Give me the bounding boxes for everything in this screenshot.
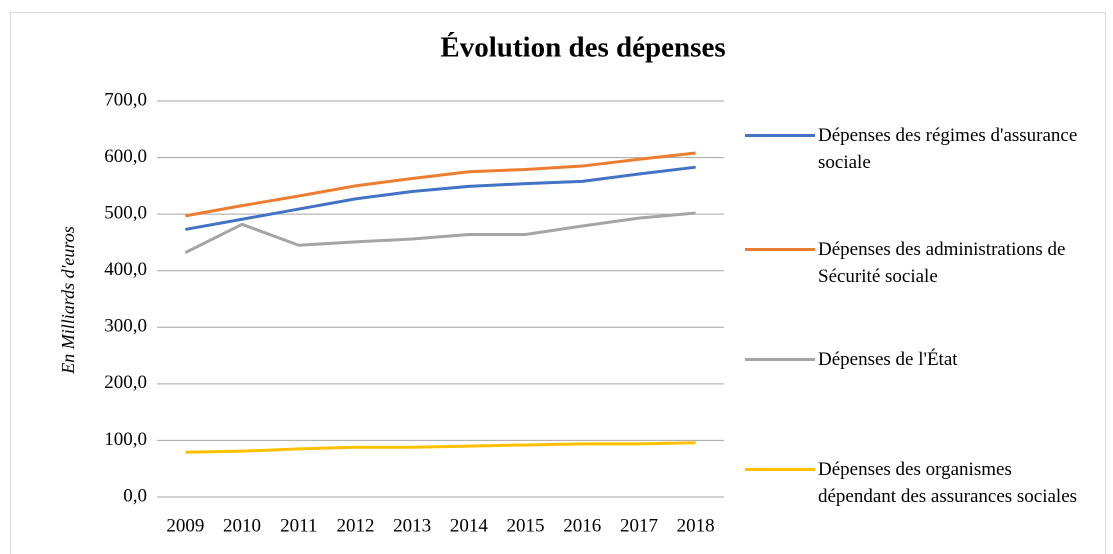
- x-tick-label: 2015: [507, 515, 545, 536]
- y-tick-label: 400,0: [104, 259, 147, 280]
- y-tick-label: 600,0: [104, 146, 147, 167]
- x-tick-label: 2010: [223, 515, 261, 536]
- legend-item: Dépenses des organismes dépendant des as…: [745, 456, 1086, 510]
- series-line: [185, 151, 696, 218]
- chart-title: Évolution des dépenses: [440, 31, 725, 64]
- y-tick-label: 700,0: [104, 89, 147, 110]
- y-tick-label: 300,0: [104, 316, 147, 337]
- series-line: [185, 165, 696, 231]
- legend-label: Dépenses des organismes dépendant des as…: [818, 459, 1078, 507]
- x-tick-label: 2017: [620, 515, 658, 536]
- y-tick-label: 0,0: [123, 485, 147, 506]
- legend-swatch: [745, 468, 815, 471]
- x-tick-label: 2012: [336, 515, 374, 536]
- x-tick-label: 2016: [563, 515, 601, 536]
- x-tick-label: 2014: [450, 515, 489, 536]
- legend-label: Dépenses de l'État: [818, 349, 958, 370]
- legend-swatch: [745, 248, 815, 251]
- x-tick-label: 2009: [166, 515, 204, 536]
- x-tick-label: 2018: [677, 515, 715, 536]
- legend-swatch: [745, 358, 815, 361]
- series-line: [184, 211, 696, 254]
- y-tick-label: 500,0: [104, 203, 147, 224]
- x-tick-label: 2011: [280, 515, 317, 536]
- y-tick-label: 200,0: [104, 372, 147, 393]
- legend-label: Dépenses des administrations de Sécurité…: [818, 239, 1066, 287]
- legend-item: Dépenses des administrations de Sécurité…: [745, 236, 1086, 290]
- series-line: [185, 441, 696, 454]
- legend-item: Dépenses de l'État: [745, 346, 1086, 373]
- x-tick-label: 2013: [393, 515, 431, 536]
- y-axis-label: En Milliards d'euros: [58, 226, 78, 375]
- y-tick-label: 100,0: [104, 429, 147, 450]
- legend-swatch: [745, 134, 815, 137]
- legend-label: Dépenses des régimes d'assurance sociale: [818, 125, 1078, 173]
- chart-frame: [10, 12, 1106, 554]
- legend-item: Dépenses des régimes d'assurance sociale: [745, 122, 1086, 176]
